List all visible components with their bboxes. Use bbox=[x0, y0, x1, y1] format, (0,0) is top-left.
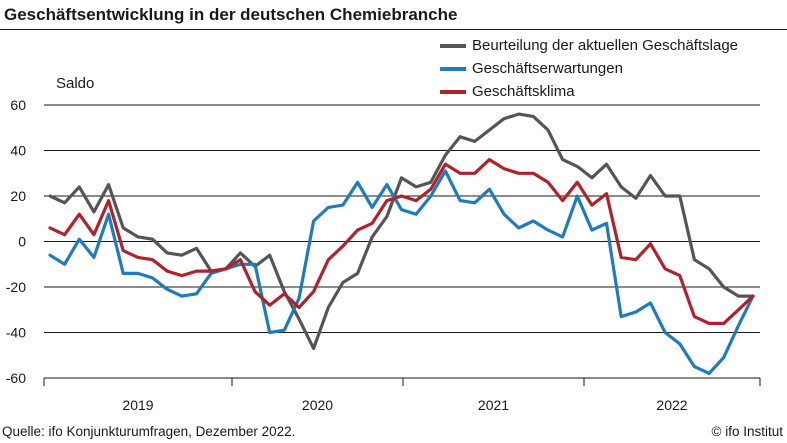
legend-label-lage: Beurteilung der aktuellen Geschäftslage bbox=[472, 37, 739, 54]
copyright-credit: © ifo Institut bbox=[711, 424, 783, 439]
legend-swatch-lage bbox=[440, 43, 466, 48]
y-tick-label: 60 bbox=[10, 97, 26, 113]
y-tick-label: 40 bbox=[10, 143, 26, 159]
series-line-klima bbox=[48, 158, 755, 325]
x-tick-label-2019: 2019 bbox=[122, 397, 153, 413]
legend-label-klima: Geschäftsklima bbox=[472, 83, 575, 100]
legend-label-erwartungen: Geschäftserwartungen bbox=[472, 60, 623, 77]
series-line-lage bbox=[48, 112, 755, 350]
y-tick-label: -60 bbox=[6, 370, 26, 386]
legend-item-erwartungen: Geschäftserwartungen bbox=[440, 57, 738, 80]
x-tick-label-2022: 2022 bbox=[656, 397, 687, 413]
y-tick-label: -20 bbox=[6, 279, 26, 295]
y-tick-label: -40 bbox=[6, 325, 26, 341]
title-divider bbox=[0, 29, 787, 30]
y-axis-label: Saldo bbox=[56, 75, 95, 92]
series-line-erwartungen bbox=[48, 169, 755, 375]
y-tick-label: 0 bbox=[18, 234, 26, 250]
x-tick-label-2021: 2021 bbox=[478, 397, 509, 413]
legend-swatch-klima bbox=[440, 89, 466, 94]
chart-legend: Beurteilung der aktuellen Geschäftslage … bbox=[440, 34, 738, 103]
legend-item-klima: Geschäftsklima bbox=[440, 80, 738, 103]
chart-title: Geschäftsentwicklung in der deutschen Ch… bbox=[4, 5, 458, 24]
source-note: Quelle: ifo Konjunkturumfragen, Dezember… bbox=[2, 424, 296, 439]
legend-swatch-erwartungen bbox=[440, 66, 466, 71]
legend-item-lage: Beurteilung der aktuellen Geschäftslage bbox=[440, 34, 738, 57]
x-tick-label-2020: 2020 bbox=[302, 397, 333, 413]
y-tick-label: 20 bbox=[10, 188, 26, 204]
